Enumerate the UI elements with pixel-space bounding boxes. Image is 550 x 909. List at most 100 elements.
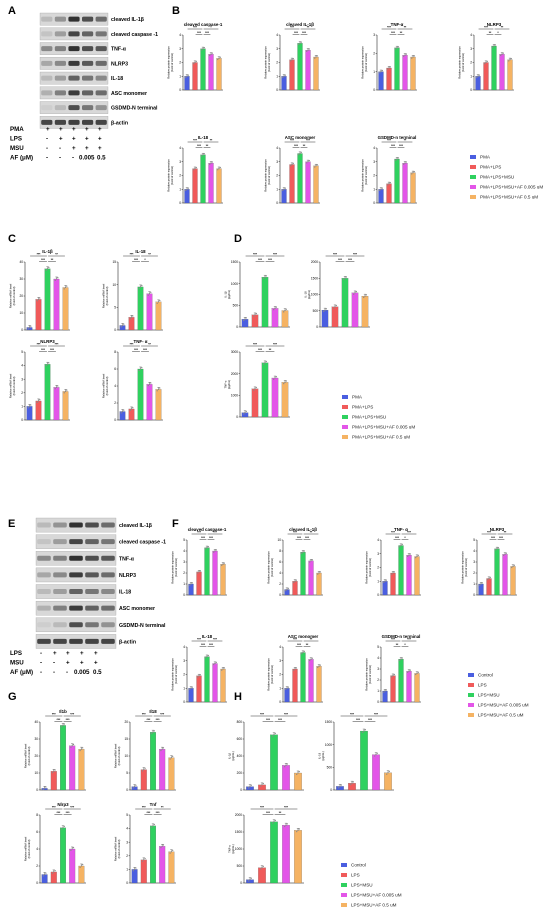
y-tick-label: 500 xyxy=(237,864,243,868)
data-point xyxy=(415,673,417,676)
bar xyxy=(386,183,392,204)
legend-label: Control xyxy=(478,673,493,678)
y-axis-label-line: (Fold of control) xyxy=(117,839,121,858)
data-point xyxy=(404,54,406,56)
blot-band xyxy=(69,605,83,611)
data-point xyxy=(133,868,136,871)
chart-title: Il1b xyxy=(59,709,67,714)
data-point xyxy=(386,773,388,775)
data-point xyxy=(291,59,293,61)
data-point xyxy=(502,52,504,54)
legend-label: LPS+MSU xyxy=(351,883,373,888)
data-point xyxy=(194,61,196,64)
bar xyxy=(414,556,420,596)
y-tick-label: 1 xyxy=(276,74,278,78)
bar xyxy=(402,163,408,204)
data-point xyxy=(492,46,494,48)
chart-b3: TNF-α 0 1 2 3 Relative protein expression(Fol… xyxy=(360,22,417,92)
chart-f5: IL-18 0 1 2 3 4 Relative protein expression(Fo… xyxy=(170,634,227,704)
significance-label: *** xyxy=(273,252,278,256)
blot-band xyxy=(95,105,107,111)
data-point xyxy=(505,552,507,554)
data-point xyxy=(299,42,301,44)
data-point xyxy=(283,75,285,77)
chart-title: ASC monomer xyxy=(285,135,316,140)
data-point xyxy=(218,57,220,60)
data-point xyxy=(139,286,142,288)
y-tick-label: 0 xyxy=(276,88,278,92)
panel-label-e: E xyxy=(8,518,15,530)
data-point xyxy=(198,571,200,573)
y-axis-label: IL-18(pg/mL) xyxy=(303,290,310,299)
data-point xyxy=(135,867,137,869)
bar xyxy=(351,292,359,328)
bar xyxy=(361,296,369,328)
blot-band xyxy=(41,31,53,37)
y-axis-label-line: Relative protein expression xyxy=(266,551,270,584)
data-point xyxy=(197,572,199,574)
significance-label: *** xyxy=(290,138,295,142)
data-point xyxy=(209,163,211,165)
data-point xyxy=(486,60,488,63)
significance-label: *** xyxy=(66,718,71,722)
bar xyxy=(402,55,408,91)
blot-label: cleaved IL-1β xyxy=(119,523,152,529)
significance-label: * xyxy=(404,536,406,540)
data-point xyxy=(285,308,287,310)
bar xyxy=(53,387,60,421)
data-point xyxy=(150,382,152,384)
data-point xyxy=(143,859,145,861)
y-tick-label: 600 xyxy=(237,737,243,741)
bar xyxy=(382,690,388,703)
bar xyxy=(360,730,368,791)
y-axis-label: Relative protein expression(Fold of cont… xyxy=(263,159,270,192)
chart-c2: IL-18 0 5 10 15 Relative mRNA level(Fold of c… xyxy=(101,249,163,332)
data-point xyxy=(215,549,217,551)
legend-label: PMA+LPS+MSU+AF 0.5 uM xyxy=(352,435,410,440)
data-point xyxy=(318,665,320,667)
y-tick-label: 4 xyxy=(183,549,185,553)
data-point xyxy=(392,572,394,574)
y-axis-label: Relative protein expression(Fold of cont… xyxy=(457,46,464,79)
data-point xyxy=(355,290,357,293)
data-point xyxy=(273,378,275,380)
data-point xyxy=(298,43,300,45)
treatment-mark: - xyxy=(46,145,48,152)
bar xyxy=(168,851,175,884)
blot-band xyxy=(68,105,80,111)
data-point xyxy=(387,772,389,774)
significance-label: *** xyxy=(52,712,57,716)
data-point xyxy=(503,554,505,557)
data-point xyxy=(79,866,81,869)
data-point xyxy=(396,47,398,49)
data-point xyxy=(401,543,403,546)
blot-band xyxy=(54,60,66,66)
y-tick-label: 10 xyxy=(34,771,38,775)
data-point xyxy=(43,873,46,876)
y-tick-label: 2 xyxy=(183,571,185,575)
y-tick-label: 1 xyxy=(373,70,375,74)
data-point xyxy=(53,871,55,873)
significance-label: *** xyxy=(399,144,404,148)
data-point xyxy=(274,732,276,735)
data-point xyxy=(260,785,262,787)
data-point xyxy=(202,154,204,156)
y-tick-label: 2 xyxy=(183,673,185,677)
significance-label: *** xyxy=(213,637,218,641)
significance-label: *** xyxy=(333,252,338,256)
significance-label: *** xyxy=(134,258,139,262)
significance-label: *** xyxy=(209,643,214,647)
data-point xyxy=(42,875,44,877)
y-axis-label-line: (Fold of control) xyxy=(105,286,109,305)
bar xyxy=(62,391,69,421)
data-point xyxy=(45,269,47,271)
y-axis-label-line: Relative protein expression xyxy=(360,159,364,192)
y-tick-label: 0 xyxy=(240,788,242,792)
y-tick-label: 4 xyxy=(470,33,472,37)
bar xyxy=(119,411,126,421)
significance-label: *** xyxy=(56,811,61,815)
data-point xyxy=(161,845,163,847)
legend-swatch xyxy=(341,893,347,897)
bar xyxy=(216,168,222,204)
bar xyxy=(251,314,259,328)
